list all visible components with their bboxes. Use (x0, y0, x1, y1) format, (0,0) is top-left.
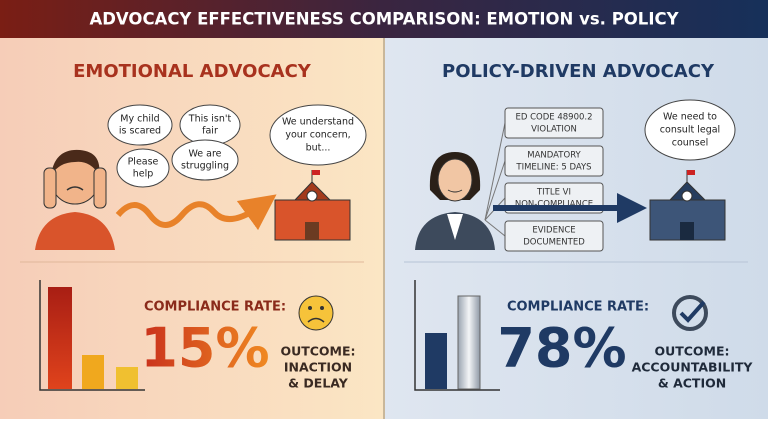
outcome: OUTCOME: (280, 344, 355, 359)
box-text: EVIDENCE (532, 226, 575, 236)
heading: EMOTIONAL ADVOCACY (73, 61, 312, 82)
bubble-text: consult legal (660, 125, 720, 136)
box-text: VIOLATION (531, 125, 577, 135)
title-bar (0, 0, 768, 38)
rate-label: COMPLIANCE RATE: (507, 300, 649, 315)
bubble-text: your concern, (285, 130, 350, 141)
distressed-person (35, 149, 115, 250)
advocate (415, 152, 495, 250)
sad-face (298, 295, 334, 331)
box-text: TITLE VI (536, 188, 571, 198)
policy-box: ED CODE 48900.2 VIOLATION (484, 107, 604, 221)
bubble-text: fair (202, 126, 218, 137)
outcome: INACTION (284, 360, 352, 375)
bubble-text: Please (128, 157, 159, 168)
outcome: & ACTION (658, 376, 726, 391)
bubble-text: We need to (663, 112, 717, 123)
bubble-text: struggling (181, 161, 229, 172)
decorative-bars (39, 280, 145, 391)
outcome: ACCOUNTABILITY (632, 360, 754, 375)
rate: 78% (497, 317, 626, 380)
rate-label: COMPLIANCE RATE: (144, 300, 286, 315)
policy-box: MANDATORY TIMELINE: 5 DAYS (484, 145, 604, 221)
outcome: OUTCOME: (654, 344, 729, 359)
policy-box: EVIDENCE DOCUMENTED (484, 219, 604, 252)
bubble-text: My child (120, 114, 159, 125)
outcome: & DELAY (288, 376, 349, 391)
thought-bubble: We understand your concern, but... (269, 104, 367, 166)
box-text: MANDATORY (527, 151, 581, 161)
box-text: TIMELINE: 5 DAYS (515, 163, 591, 173)
bubble-text: but... (306, 143, 331, 154)
bubble-text: We are (188, 149, 221, 160)
box-text: DOCUMENTED (523, 238, 585, 248)
bubble-text: This isn't (188, 114, 232, 125)
wavy-arrow (115, 194, 277, 231)
school (274, 170, 351, 241)
rate: 15% (140, 317, 269, 380)
decorative-bars (414, 280, 500, 391)
bubble-text: We understand (282, 117, 354, 128)
thought-bubble: We need to consult legal counsel (644, 99, 736, 161)
bubble-text: help (133, 169, 154, 180)
bubble-text: counsel (672, 138, 709, 149)
title: ADVOCACY EFFECTIVENESS COMPARISON: EMOTI… (89, 10, 679, 29)
bubble-text: is scared (119, 126, 161, 137)
heading: POLICY-DRIVEN ADVOCACY (442, 61, 715, 82)
box-text: NON-COMPLIANCE (515, 200, 593, 210)
school (649, 170, 726, 241)
box-text: ED CODE 48900.2 (515, 113, 592, 123)
check-icon (672, 295, 708, 331)
